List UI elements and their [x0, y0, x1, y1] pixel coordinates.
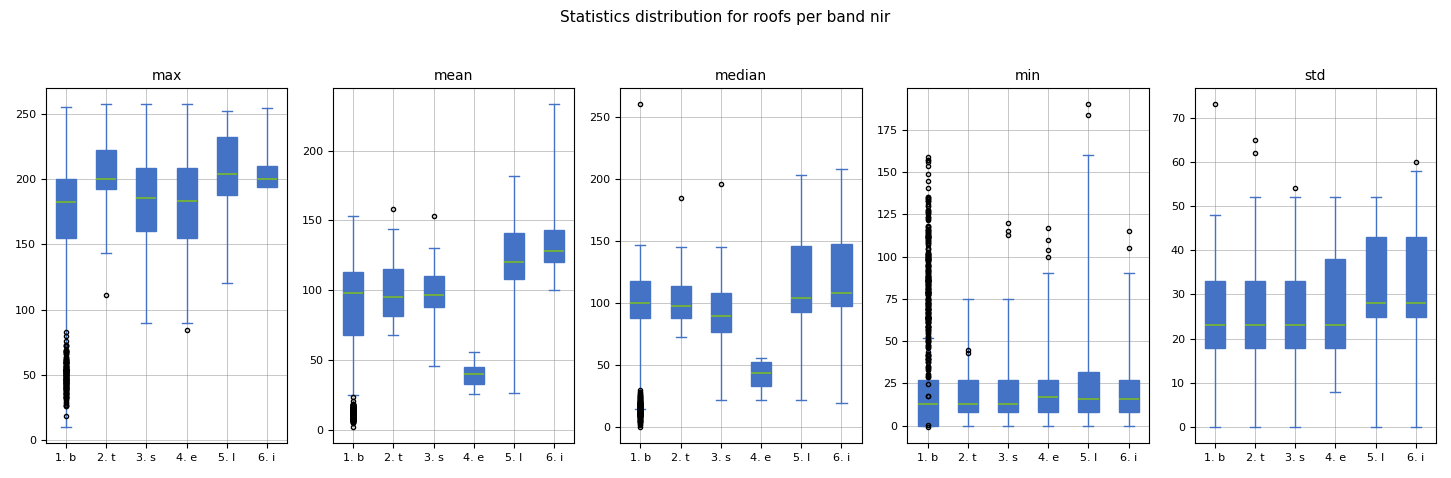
PathPatch shape — [630, 281, 650, 318]
PathPatch shape — [1119, 380, 1139, 412]
PathPatch shape — [257, 166, 277, 187]
PathPatch shape — [503, 233, 524, 279]
PathPatch shape — [136, 168, 157, 231]
PathPatch shape — [383, 270, 403, 315]
PathPatch shape — [831, 243, 852, 305]
Title: std: std — [1304, 69, 1326, 83]
PathPatch shape — [958, 380, 978, 412]
PathPatch shape — [1365, 237, 1386, 316]
PathPatch shape — [96, 150, 116, 189]
Text: Statistics distribution for roofs per band nir: Statistics distribution for roofs per ba… — [560, 10, 891, 24]
PathPatch shape — [670, 286, 691, 318]
PathPatch shape — [1037, 380, 1058, 412]
Title: mean: mean — [434, 69, 473, 83]
PathPatch shape — [1245, 281, 1265, 348]
PathPatch shape — [752, 361, 770, 386]
PathPatch shape — [1078, 371, 1098, 412]
PathPatch shape — [711, 293, 731, 332]
PathPatch shape — [1325, 259, 1345, 348]
PathPatch shape — [464, 368, 483, 384]
PathPatch shape — [1204, 281, 1225, 348]
Title: max: max — [151, 69, 181, 83]
PathPatch shape — [1286, 281, 1306, 348]
PathPatch shape — [998, 380, 1019, 412]
PathPatch shape — [791, 246, 811, 312]
PathPatch shape — [1406, 237, 1426, 316]
PathPatch shape — [544, 230, 564, 262]
Title: min: min — [1016, 69, 1042, 83]
PathPatch shape — [424, 276, 444, 307]
PathPatch shape — [57, 179, 75, 238]
PathPatch shape — [342, 272, 363, 335]
PathPatch shape — [917, 380, 937, 425]
PathPatch shape — [177, 168, 197, 238]
PathPatch shape — [216, 137, 237, 195]
Title: median: median — [715, 69, 768, 83]
